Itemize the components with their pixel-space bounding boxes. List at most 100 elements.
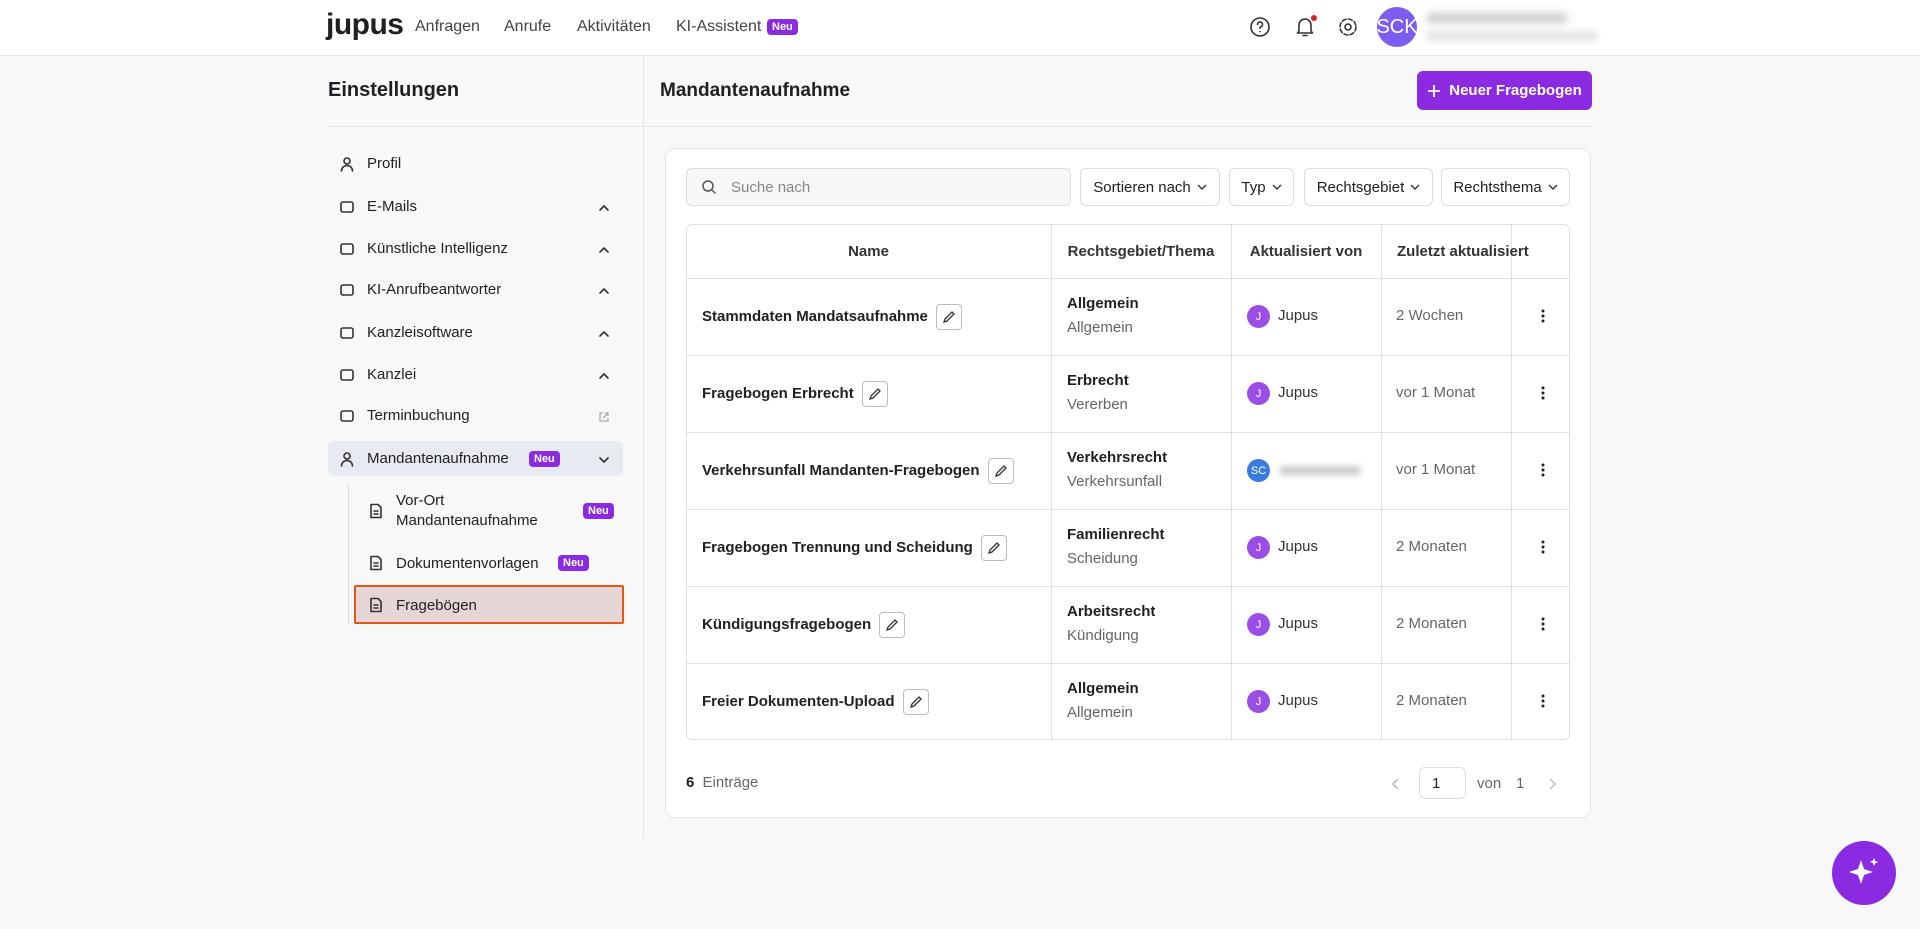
badge: Neu bbox=[767, 19, 798, 35]
edit-button[interactable] bbox=[980, 534, 1007, 561]
legal-area: Familienrecht bbox=[1067, 526, 1165, 543]
entries-count: 6 Einträge bbox=[686, 774, 758, 791]
page-input[interactable]: 1 bbox=[1419, 767, 1466, 799]
questionnaire-name[interactable]: Kündigungsfragebogen bbox=[702, 616, 872, 633]
questionnaire-name[interactable]: Fragebogen Erbrecht bbox=[702, 385, 854, 402]
menu-icon bbox=[339, 408, 355, 429]
badge: Neu bbox=[529, 451, 560, 467]
help-icon[interactable] bbox=[1249, 16, 1271, 38]
menu-item[interactable]: Künstliche Intelligenz bbox=[367, 240, 508, 257]
menu-chevron bbox=[598, 243, 610, 261]
column-border bbox=[1511, 224, 1512, 740]
selected-item-bg bbox=[354, 585, 624, 624]
menu-item[interactable]: Mandantenaufnahme bbox=[367, 450, 509, 467]
table bbox=[686, 224, 1570, 740]
edit-button[interactable] bbox=[987, 457, 1014, 484]
ai-assistant-fab[interactable] bbox=[1832, 841, 1896, 905]
menu-icon bbox=[339, 199, 355, 220]
menu-icon-svg bbox=[340, 410, 354, 422]
menu-item[interactable]: Terminbuchung bbox=[367, 407, 470, 424]
filter-dropdown[interactable]: Rechtsthema bbox=[1441, 168, 1570, 206]
plus-icon bbox=[1428, 84, 1441, 97]
user-name-blurred bbox=[1280, 466, 1360, 475]
menu-item[interactable]: Kanzlei bbox=[367, 366, 417, 383]
dropdown-chevron-svg bbox=[1548, 184, 1558, 190]
name-cell: Kündigungsfragebogen bbox=[702, 586, 906, 663]
questionnaire-name[interactable]: Stammdaten Mandatsaufnahme bbox=[702, 308, 928, 325]
submenu-item[interactable]: Vor-Ort Mandantenaufnahme bbox=[396, 492, 538, 529]
column-header: Zuletzt aktualisiert bbox=[1397, 242, 1529, 260]
submenu-icon bbox=[368, 503, 384, 524]
row-border bbox=[686, 509, 1570, 510]
legal-topic: Allgemein bbox=[1067, 319, 1133, 336]
name-cell: Fragebogen Trennung und Scheidung bbox=[702, 509, 1007, 586]
avatar[interactable]: SCK bbox=[1376, 7, 1418, 47]
menu-icon bbox=[339, 282, 355, 303]
edit-button[interactable] bbox=[861, 380, 888, 407]
row-menu[interactable] bbox=[1540, 539, 1546, 560]
submenu-item[interactable]: Dokumentenvorlagen bbox=[396, 555, 539, 572]
row-menu[interactable] bbox=[1540, 693, 1546, 714]
row-menu[interactable] bbox=[1540, 385, 1546, 406]
updated: 2 Monaten bbox=[1396, 615, 1467, 632]
sparkle-icon bbox=[1849, 858, 1879, 884]
menu-chevron-svg bbox=[599, 457, 609, 463]
name-cell: Stammdaten Mandatsaufnahme bbox=[702, 278, 962, 355]
nav-link[interactable]: Anrufe bbox=[504, 18, 552, 35]
legal-area: Erbrecht bbox=[1067, 372, 1129, 389]
menu-item[interactable]: Profil bbox=[367, 155, 402, 172]
menu-item[interactable]: KI-Anrufbeantworter bbox=[367, 281, 502, 298]
legal-topic: Kündigung bbox=[1067, 627, 1139, 644]
row-border bbox=[686, 278, 1570, 279]
menu-chevron-svg bbox=[599, 331, 609, 337]
notifications-icon[interactable] bbox=[1293, 15, 1317, 39]
count-label: Einträge bbox=[702, 774, 759, 791]
settings-icon[interactable] bbox=[1337, 16, 1359, 38]
filter-label: Rechtsthema bbox=[1453, 178, 1542, 196]
row-menu[interactable] bbox=[1540, 462, 1546, 483]
questionnaire-name[interactable]: Verkehrsunfall Mandanten-Fragebogen bbox=[702, 462, 980, 479]
filter-dropdown[interactable]: Rechtsgebiet bbox=[1304, 168, 1433, 206]
active-item-bg bbox=[328, 441, 623, 476]
row-menu-svg bbox=[1541, 463, 1545, 477]
menu-chevron bbox=[598, 410, 610, 428]
submenu-item[interactable]: Fragebögen bbox=[396, 597, 477, 614]
row-menu-svg bbox=[1541, 617, 1545, 631]
filter-label: Typ bbox=[1241, 178, 1266, 196]
filter-dropdown[interactable]: Sortieren nach bbox=[1080, 168, 1220, 206]
dropdown-chevron-svg bbox=[1272, 184, 1282, 190]
menu-chevron bbox=[598, 284, 610, 302]
row-menu[interactable] bbox=[1540, 308, 1546, 329]
questionnaire-name[interactable]: Fragebogen Trennung und Scheidung bbox=[702, 539, 973, 556]
dropdown-chevron bbox=[1272, 179, 1282, 196]
menu-item[interactable]: E-Mails bbox=[367, 198, 418, 215]
edit-button[interactable] bbox=[879, 611, 906, 638]
row-menu[interactable] bbox=[1540, 616, 1546, 637]
dropdown-chevron-svg bbox=[1197, 184, 1207, 190]
menu-item[interactable]: Kanzleisoftware bbox=[367, 324, 473, 341]
updated: 2 Monaten bbox=[1396, 538, 1467, 555]
nav-link[interactable]: Aktivitäten bbox=[577, 18, 651, 35]
search-input[interactable]: Suche nach bbox=[686, 168, 1071, 206]
legal-topic: Allgemein bbox=[1067, 704, 1133, 721]
filter-dropdown[interactable]: Typ bbox=[1229, 168, 1294, 206]
logo[interactable]: jupus bbox=[326, 8, 404, 41]
page-total: 1 bbox=[1516, 775, 1525, 792]
filter-label: Rechtsgebiet bbox=[1316, 178, 1405, 196]
legal-area: Arbeitsrecht bbox=[1067, 603, 1156, 620]
edit-button[interactable] bbox=[935, 303, 962, 330]
menu-icon-svg bbox=[340, 284, 354, 296]
menu-chevron-svg bbox=[599, 373, 609, 379]
nav-link[interactable]: Anfragen bbox=[415, 18, 480, 35]
nav-link[interactable]: KI-Assistent bbox=[676, 18, 762, 35]
submenu-icon bbox=[368, 555, 384, 576]
questionnaire-name[interactable]: Freier Dokumenten-Upload bbox=[702, 693, 895, 710]
prev-page[interactable] bbox=[1389, 777, 1403, 791]
dropdown-chevron-svg bbox=[1410, 184, 1420, 190]
submenu-icon-svg bbox=[370, 597, 382, 613]
new-questionnaire-button[interactable]: Neuer Fragebogen bbox=[1417, 71, 1592, 110]
next-page[interactable] bbox=[1545, 777, 1559, 791]
user-name: Jupus bbox=[1278, 692, 1319, 709]
row-border bbox=[686, 355, 1570, 356]
edit-button[interactable] bbox=[902, 688, 929, 715]
